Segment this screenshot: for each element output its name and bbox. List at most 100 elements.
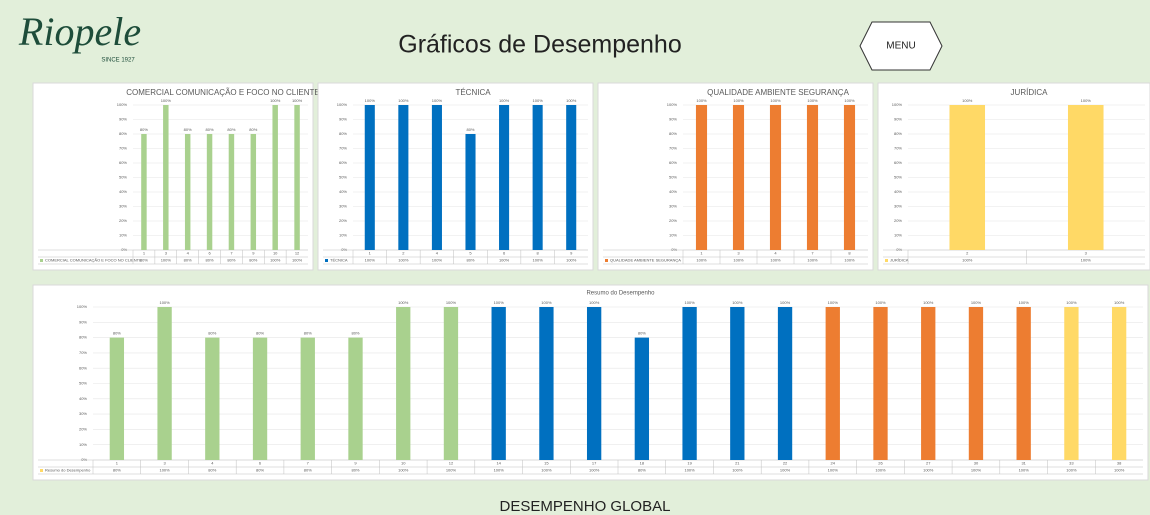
legend-label: TÉCNICA [330,258,348,263]
legend-swatch [605,259,608,262]
data-label: 100% [875,300,886,305]
data-label: 100% [844,98,855,103]
y-tick-label: 70% [119,146,127,151]
table-value: 80% [208,468,216,473]
menu-shape[interactable] [859,21,943,71]
table-value: 100% [733,258,744,263]
bar [206,134,213,250]
table-value: 80% [256,468,264,473]
x-tick-label: 10 [273,251,278,256]
data-label: 100% [696,98,707,103]
y-tick-label: 60% [79,365,87,370]
y-tick-label: 40% [79,396,87,401]
bar [730,307,745,460]
data-label: 100% [733,98,744,103]
x-tick-label: 4 [187,251,190,256]
y-tick-label: 0% [341,247,347,252]
table-value: 80% [184,258,192,263]
data-label: 100% [1114,300,1125,305]
y-tick-label: 20% [119,218,127,223]
x-tick-label: 4 [774,251,777,256]
table-value: 80% [227,258,235,263]
x-tick-label: 1 [369,251,372,256]
data-label: 100% [1081,98,1092,103]
x-tick-label: 27 [926,461,931,466]
table-value: 100% [807,258,818,263]
y-tick-label: 50% [669,175,677,180]
y-tick-label: 0% [896,247,902,252]
x-tick-label: 3 [737,251,740,256]
x-tick-label: 5 [469,251,472,256]
menu-label[interactable]: MENU [886,41,915,52]
data-label: 100% [1019,300,1030,305]
y-tick-label: 20% [669,218,677,223]
data-label: 80% [256,331,264,336]
y-tick-label: 30% [339,204,347,209]
table-value: 100% [1066,468,1077,473]
table-value: 100% [589,468,600,473]
bar [300,337,315,460]
y-tick-label: 80% [119,131,127,136]
bar [769,105,782,250]
x-tick-label: 8 [848,251,851,256]
table-value: 80% [140,258,148,263]
table-value: 100% [696,258,707,263]
data-label: 80% [638,331,646,336]
x-tick-label: 7 [307,461,310,466]
x-tick-label: 2 [402,251,405,256]
bar [1067,105,1104,250]
data-label: 100% [1066,300,1077,305]
y-tick-label: 40% [339,189,347,194]
legend-label: Resumo do Desempenho [45,468,91,473]
bar [682,307,697,460]
table-value: 100% [365,258,376,263]
table-value: 100% [962,258,973,263]
y-tick-label: 40% [669,189,677,194]
y-tick-label: 30% [894,204,902,209]
table-value: 100% [923,468,934,473]
x-tick-label: 3 [165,251,168,256]
x-tick-label: 1 [143,251,146,256]
bar [364,105,375,250]
bar [109,337,125,460]
legend-swatch [325,259,328,262]
bar [566,105,577,250]
chart-title: QUALIDADE AMBIENTE SEGURANÇA [707,88,849,97]
data-label: 100% [780,300,791,305]
table-value: 100% [732,468,743,473]
data-label: 100% [589,300,600,305]
table-value: 80% [206,258,214,263]
data-label: 100% [159,300,170,305]
data-label: 80% [249,127,257,132]
data-label: 100% [962,98,973,103]
table-value: 100% [971,468,982,473]
table-value: 100% [844,258,855,263]
bar [499,105,510,250]
x-tick-label: 19 [687,461,692,466]
menu-button[interactable]: MENU [859,21,943,71]
data-label: 80% [184,127,192,132]
x-tick-label: 3 [1085,251,1088,256]
bar [825,307,840,460]
legend-label: JURÍDICA [890,258,909,263]
y-tick-label: 90% [119,117,127,122]
chart-panel [877,82,1150,271]
y-tick-label: 30% [79,411,87,416]
data-label: 100% [770,98,781,103]
data-label: 100% [398,300,409,305]
x-tick-label: 6 [259,461,262,466]
y-tick-label: 10% [894,233,902,238]
y-tick-label: 100% [77,304,88,309]
table-value: 100% [398,258,409,263]
y-tick-label: 60% [894,160,902,165]
y-tick-label: 0% [671,247,677,252]
chart-title: JURÍDICA [1011,88,1049,97]
table-value: 100% [828,468,839,473]
bar [968,307,984,460]
table-value: 100% [446,468,457,473]
table-value: 100% [1114,468,1125,473]
data-label: 100% [292,98,303,103]
legend-label: COMERCIAL COMUNICAÇÃO E FOCO NO CLIENTE [45,258,142,263]
